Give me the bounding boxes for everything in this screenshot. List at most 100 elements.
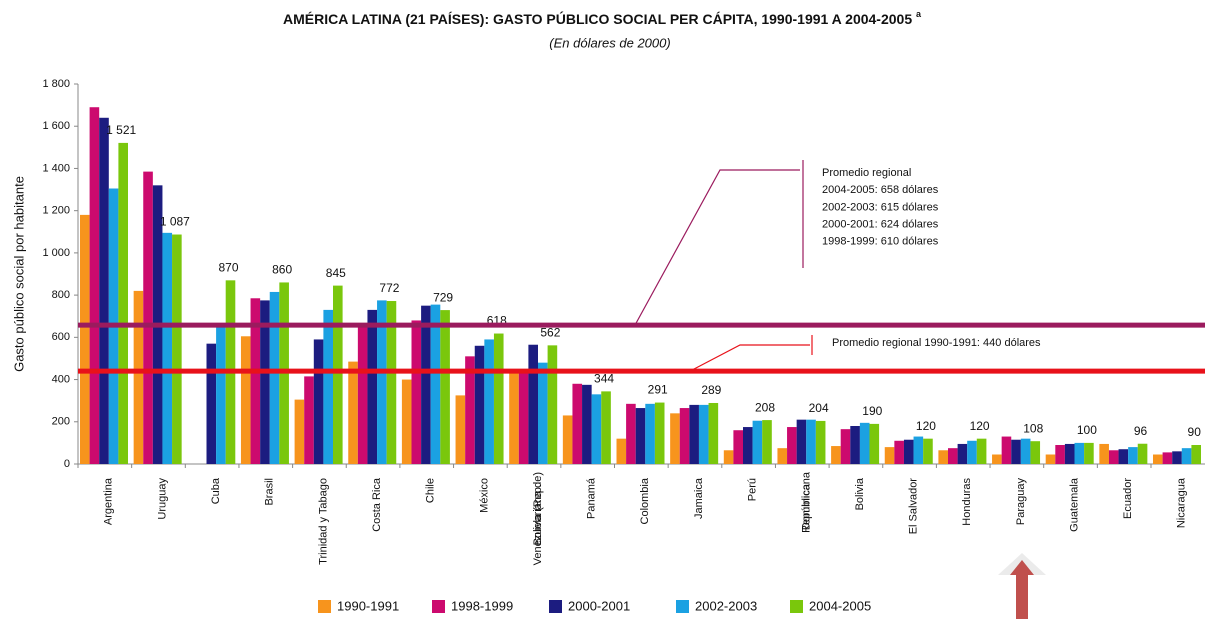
x-tick-label: Colombia: [639, 477, 651, 524]
data-label: 729: [433, 290, 453, 304]
bar: [240, 336, 251, 464]
legend-label: 2002-2003: [695, 598, 757, 613]
data-label: 1 087: [160, 215, 190, 229]
x-tick-label: Nicaragua: [1176, 477, 1188, 528]
data-label: 120: [970, 419, 990, 433]
bar: [654, 402, 665, 464]
legend-swatch: [676, 600, 689, 613]
bar: [698, 404, 709, 464]
bar: [216, 326, 226, 464]
bar: [938, 450, 948, 464]
bar: [133, 290, 144, 464]
legend-swatch: [318, 600, 331, 613]
bar: [913, 436, 924, 464]
data-label: 291: [648, 383, 668, 397]
bar: [884, 447, 895, 464]
x-tick-label: Uruguay: [156, 478, 168, 520]
bar: [948, 448, 958, 464]
bar: [348, 361, 358, 464]
x-tick-label-line: República: [800, 483, 812, 533]
bar: [484, 339, 494, 464]
title-text: AMÉRICA LATINA (21 PAÍSES): GASTO PÚBLIC…: [283, 10, 912, 27]
y-tick-label: 1 800: [42, 78, 70, 90]
bar: [708, 402, 719, 464]
bar: [455, 395, 466, 464]
bar: [518, 369, 529, 464]
bar: [1108, 450, 1119, 464]
bar: [1128, 447, 1138, 464]
bar: [1074, 442, 1085, 464]
bar: [430, 304, 441, 464]
bar: [582, 384, 592, 464]
bar: [401, 379, 412, 464]
bar: [99, 117, 109, 465]
data-label: 120: [916, 419, 936, 433]
legend-label: 2000-2001: [568, 598, 630, 613]
x-tick-label-line: Venezuela (Rep.: [532, 484, 544, 565]
bar: [957, 443, 968, 464]
x-tick-label: El Salvador: [907, 478, 919, 535]
legend-swatch: [790, 600, 803, 613]
y-tick-label: 1 600: [42, 120, 70, 132]
bar: [357, 324, 368, 464]
annotation: 2004-2005: 658 dólares: [822, 184, 939, 196]
bar: [1191, 445, 1201, 464]
bar: [992, 454, 1002, 464]
bar: [440, 310, 450, 464]
bar: [294, 399, 305, 464]
bar: [806, 419, 816, 464]
bar: [323, 309, 333, 464]
data-label: 90: [1188, 425, 1202, 439]
x-tick-label: República Dominicana: [800, 471, 812, 533]
bar: [1137, 443, 1148, 464]
bar: [206, 343, 217, 464]
bar: [762, 420, 772, 464]
legend-label: 1998-1999: [451, 598, 513, 613]
x-tick-label: Paraguay: [1015, 478, 1027, 526]
annotation-connector: [634, 169, 800, 326]
bar: [1181, 448, 1192, 464]
bar: [162, 232, 173, 464]
bar: [616, 438, 627, 464]
y-axis-label: Gasto público social por habitante: [11, 176, 26, 372]
bar: [562, 415, 573, 464]
bar: [1099, 443, 1109, 464]
bar: [1064, 443, 1075, 464]
data-label: 108: [1023, 421, 1043, 435]
annotation: 2000-2001: 624 dólares: [822, 219, 939, 231]
bar: [1020, 438, 1031, 464]
data-label: 860: [272, 263, 292, 277]
x-tick-label: Cuba: [210, 477, 222, 504]
bar: [645, 403, 655, 464]
x-tick-label: Ecuador: [1122, 478, 1134, 519]
x-tick-label-line: Bolivariana de): [532, 472, 544, 548]
chart-title: AMÉRICA LATINA (21 PAÍSES): GASTO PÚBLIC…: [283, 9, 922, 26]
bar: [831, 446, 841, 464]
x-tick-label: México: [478, 478, 490, 513]
data-label: 344: [594, 372, 614, 386]
bar: [1045, 454, 1056, 464]
bar: [591, 394, 602, 464]
legend-swatch: [549, 600, 562, 613]
annotation: 2002-2003: 615 dólares: [822, 201, 939, 213]
bar: [1153, 454, 1163, 464]
bar: [1084, 442, 1094, 464]
bar: [635, 408, 646, 464]
annotation: Promedio regional: [822, 167, 911, 179]
bar: [679, 408, 690, 464]
bar: [538, 362, 548, 464]
x-tick-label: Guatemala: [1068, 477, 1080, 532]
bar: [670, 413, 680, 464]
bar: [386, 301, 397, 464]
bar: [869, 423, 880, 464]
bar: [840, 429, 851, 464]
bar: [903, 439, 914, 464]
bar: [260, 300, 270, 464]
x-tick-label: Honduras: [961, 478, 973, 526]
y-tick-label: 800: [52, 289, 70, 301]
x-tick-label: Argentina: [103, 477, 115, 525]
y-tick-label: 1 200: [42, 205, 70, 217]
bar: [723, 450, 734, 464]
data-label: 562: [540, 326, 560, 340]
